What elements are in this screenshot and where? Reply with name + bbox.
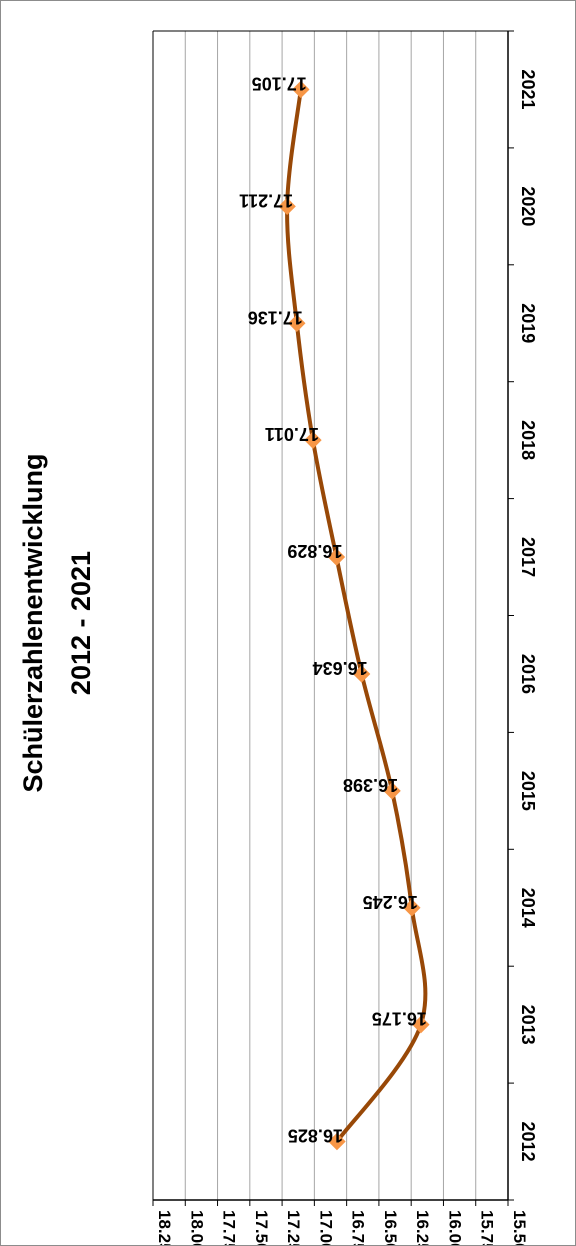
data-point-marker xyxy=(403,899,421,917)
value-tick-label: 17.500 xyxy=(252,1210,271,1245)
category-axis-labels: 2012 2013 2014 2015 2016 2017 2018 2019 2020 2021 xyxy=(518,69,538,1161)
category-label: 2012 xyxy=(518,1122,538,1162)
data-label: 17.011 xyxy=(265,424,319,444)
value-tick-label: 18.000 xyxy=(187,1210,206,1245)
category-label: 2019 xyxy=(518,303,538,343)
category-label: 2021 xyxy=(518,69,538,109)
value-tick-label: 16.000 xyxy=(445,1210,464,1245)
category-label: 2013 xyxy=(518,1005,538,1045)
value-tick-label: 15.750 xyxy=(478,1210,497,1245)
data-point-marker xyxy=(328,1132,346,1151)
data-label: 17.136 xyxy=(248,307,303,327)
category-axis-ticks xyxy=(508,30,514,1201)
value-tick-label: 16.250 xyxy=(413,1210,432,1245)
data-point-marker xyxy=(412,1015,430,1034)
data-point-marker xyxy=(292,80,310,99)
data-point-marker xyxy=(327,548,346,566)
category-label: 2016 xyxy=(518,654,538,694)
data-label: 16.829 xyxy=(287,541,342,561)
data-label: 16.245 xyxy=(363,892,418,912)
data-labels: 16.825 16.175 16.245 16.398 16.634 16.829 17.0… xyxy=(239,73,427,1145)
value-tick-label: 16.500 xyxy=(381,1210,400,1245)
data-point-marker xyxy=(278,197,296,216)
category-label: 2015 xyxy=(518,771,538,811)
data-label: 17.211 xyxy=(239,190,293,210)
category-label: 2020 xyxy=(518,186,538,226)
data-label: 16.175 xyxy=(372,1009,427,1029)
data-point-marker xyxy=(352,665,371,683)
value-tick-label: 16.750 xyxy=(349,1210,368,1245)
data-point-marker xyxy=(383,782,401,800)
data-label: 16.398 xyxy=(343,775,398,795)
value-axis-labels: 15.500 15.750 16.000 16.250 16.500 16.750 17.0… xyxy=(155,1210,529,1245)
value-tick-label: 18.250 xyxy=(155,1210,174,1245)
series-line xyxy=(285,87,428,1144)
data-label: 16.825 xyxy=(288,1126,343,1146)
value-tick-label: 17.250 xyxy=(284,1210,303,1245)
chart-subtitle: 2012 - 2021 xyxy=(66,551,96,695)
value-tick-label: 17.750 xyxy=(220,1210,239,1245)
data-point-marker xyxy=(288,314,306,332)
data-point-marker xyxy=(304,431,322,449)
category-label: 2014 xyxy=(518,888,538,928)
data-label: 16.634 xyxy=(313,658,368,678)
data-label: 17.105 xyxy=(252,73,307,93)
value-tick-label: 15.500 xyxy=(510,1210,529,1245)
chart-title: Schülerzahlenentwicklung xyxy=(18,453,48,792)
series-markers xyxy=(278,80,430,1151)
value-axis-ticks xyxy=(152,1200,509,1206)
category-label: 2018 xyxy=(518,420,538,460)
value-tick-label: 17.000 xyxy=(316,1210,335,1245)
category-label: 2017 xyxy=(518,537,538,577)
